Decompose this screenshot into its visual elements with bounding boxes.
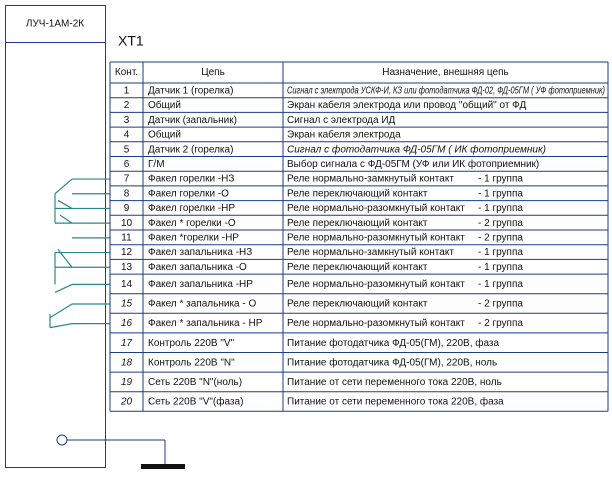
header-cell: Цепь	[201, 67, 225, 78]
contact	[57, 199, 73, 209]
contact	[59, 214, 73, 224]
purpose: Реле нормально-разомкнутый контакт	[287, 279, 465, 290]
contact-number: 2	[124, 100, 130, 111]
circuit: Факел горелки -О	[148, 188, 229, 199]
group: - 2 группа	[478, 299, 523, 310]
purpose: Сигнал с электрода УСКФ-И, КЗ или фотода…	[287, 84, 605, 96]
contact-number: 18	[121, 357, 133, 368]
circuit: Факел горелки -НР	[148, 203, 235, 214]
table: Конт. Цепь Назначение, внешняя цепь 1 Датчик…	[109, 61, 609, 412]
group: - 1 группа	[478, 174, 523, 185]
purpose: Питание фотодатчика ФД-05(ГМ), 220В, нол…	[287, 356, 497, 368]
contact-number: 13	[121, 262, 133, 273]
circuit: Общий	[148, 129, 181, 141]
contact-number: 6	[124, 159, 130, 170]
contact-number: 3	[124, 115, 130, 126]
group: - 1 группа	[478, 188, 523, 199]
contact-number: 8	[124, 188, 130, 199]
contact	[54, 178, 73, 195]
device-label: ЛУЧ-1АМ-2К	[26, 19, 84, 30]
group: - 1 группа	[478, 247, 523, 258]
contact-number: 7	[124, 174, 130, 185]
circuit: Факел запальника -НЗ	[148, 247, 252, 258]
contact-number: 17	[121, 338, 133, 349]
purpose: Сигнал с электрода ИД	[287, 115, 396, 126]
ground	[141, 464, 185, 469]
contact-number: 12	[121, 247, 133, 258]
purpose: Выбор сигнала с ФД-05ГМ (УФ или ИК фотоп…	[287, 158, 539, 170]
contact	[49, 323, 73, 329]
circuit: Общий	[148, 99, 181, 111]
contact-number: 4	[124, 130, 130, 141]
purpose: Экран кабеля электрода или провод "общий…	[287, 99, 526, 111]
circuit: Факел *горелки -НР	[148, 232, 239, 243]
contact-number: 11	[121, 232, 132, 243]
group: - 1 группа	[478, 262, 523, 273]
circuit: Датчик 1 (горелка)	[148, 85, 233, 96]
contact-number: 9	[124, 203, 130, 214]
contact-number: 15	[121, 299, 133, 310]
purpose: Сигнал с фотодатчика ФД-05ГМ ( ИК фотопр…	[287, 143, 546, 155]
circuit: Факел * горелки -О	[148, 218, 236, 229]
group: - 2 группа	[478, 318, 523, 329]
contact-number: 5	[124, 144, 130, 155]
contact-number: 14	[121, 279, 133, 290]
circuit: Факел * запальника - НР	[148, 318, 263, 329]
contact	[49, 303, 73, 319]
purpose: Реле нормально-разомкнутый контакт	[287, 232, 465, 243]
connector-title: XT1	[118, 33, 144, 49]
purpose: Реле переключающий контакт	[287, 262, 428, 273]
purpose: Питание от сети переменного тока 220В, ф…	[287, 396, 504, 408]
purpose: Реле переключающий контакт	[287, 188, 428, 199]
header-cell: Конт.	[115, 67, 138, 78]
group: - 1 группа	[478, 279, 523, 290]
circuit: Сеть 220В "V"(фаза)	[148, 396, 243, 408]
purpose: Реле нормально-замкнутый контакт	[287, 174, 454, 185]
circuit: Г/М	[148, 159, 165, 170]
contact-number: 19	[121, 377, 133, 388]
circuit: Контроль 220В "V"	[148, 338, 235, 349]
contact	[57, 249, 73, 268]
contact	[54, 283, 73, 293]
circuit: Контроль 220В "N"	[148, 357, 235, 368]
circuit: Сеть 220В "N"(ноль)	[148, 377, 242, 388]
circuit: Факел запальника -О	[148, 262, 247, 273]
circuit: Датчик 2 (горелка)	[148, 144, 233, 155]
purpose: Реле переключающий контакт	[287, 218, 428, 229]
contact-number: 16	[121, 318, 133, 329]
terminal	[56, 434, 68, 446]
group: - 2 группа	[478, 218, 523, 229]
purpose: Питание от сети переменного тока 220В, н…	[287, 377, 502, 388]
group: - 2 группа	[478, 232, 523, 243]
purpose: Реле переключающий контакт	[287, 299, 428, 310]
circuit: Датчик (запальник)	[148, 115, 237, 126]
contact-number: 10	[121, 218, 133, 229]
purpose: Реле нормально-разомкнутый контакт	[287, 318, 465, 329]
contact-number: 20	[120, 397, 133, 408]
group: - 1 группа	[478, 203, 523, 214]
contact-number: 1	[124, 85, 130, 96]
circuit: Факел запальника -НР	[148, 279, 253, 290]
purpose: Реле нормально-разомкнутый контакт	[287, 203, 465, 214]
circuit: Факел горелки -НЗ	[148, 174, 234, 185]
purpose: Реле нормально-замкнутый контакт	[287, 247, 454, 258]
relay-contacts	[49, 178, 110, 329]
purpose: Экран кабеля электрода	[287, 129, 401, 141]
header-cell: Назначение, внешняя цепь	[382, 67, 508, 78]
device-box	[5, 5, 106, 468]
circuit: Факел * запальника - О	[148, 299, 256, 310]
purpose: Питание фотодатчика ФД-05(ГМ), 220В, фаз…	[287, 337, 500, 349]
